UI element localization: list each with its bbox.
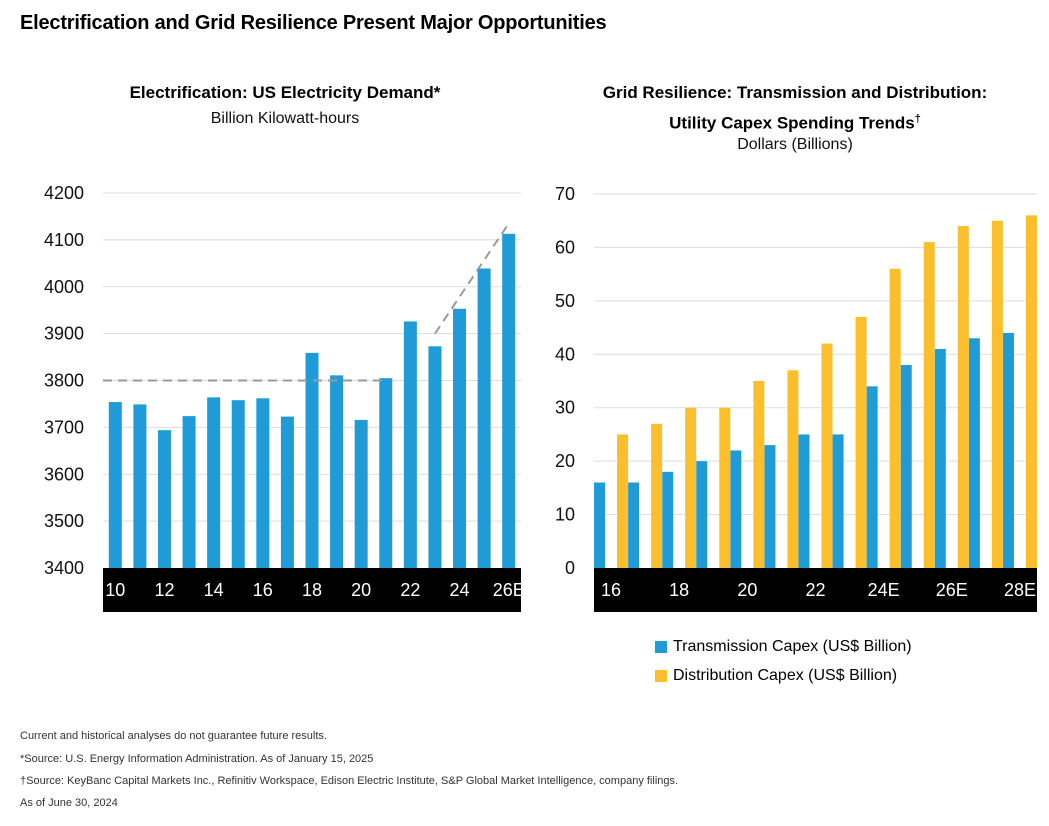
left-bar-23: [428, 346, 442, 568]
left-bar-14: [207, 397, 221, 568]
legend-transmission-swatch: [655, 641, 667, 653]
left-bar-13: [182, 416, 196, 568]
left-bar-11: [133, 404, 147, 568]
right-x-tick-label: 28E: [1004, 580, 1036, 600]
right-bar-transmission-24E: [866, 386, 878, 568]
left-x-axis-band: [103, 568, 521, 612]
right-bar-distribution-28E: [1025, 215, 1037, 568]
right-bar-transmission-17: [628, 482, 640, 568]
left-bar-19: [330, 375, 344, 568]
page-title: Electrification and Grid Resilience Pres…: [20, 12, 607, 34]
left-x-tick-label: 16: [253, 580, 273, 600]
right-bar-transmission-21: [764, 445, 776, 568]
legend-transmission-label: Transmission Capex (US$ Billion): [673, 638, 912, 655]
right-bar-distribution-19: [719, 407, 731, 568]
left-x-tick-label: 26E: [493, 580, 525, 600]
right-bar-distribution-25E: [923, 242, 935, 569]
right-bar-distribution-26E: [957, 226, 969, 569]
left-x-tick-label: 14: [204, 580, 224, 600]
right-x-tick-label: 24E: [868, 580, 900, 600]
left-trendline: [434, 222, 510, 335]
left-y-tick-label: 3700: [44, 417, 84, 437]
left-bar-17: [280, 416, 294, 568]
left-y-tick-label: 3900: [44, 324, 84, 344]
right-y-tick-label: 70: [555, 184, 575, 204]
left-x-tick-label: 18: [302, 580, 322, 600]
footnote-source-1: *Source: U.S. Energy Information Adminis…: [20, 753, 374, 765]
right-y-tick-label: 20: [555, 451, 575, 471]
left-y-tick-label: 4100: [44, 230, 84, 250]
right-x-tick-label: 20: [737, 580, 757, 600]
left-bar-12: [157, 430, 171, 568]
right-bar-distribution-21: [787, 370, 799, 568]
right-y-tick-label: 10: [555, 505, 575, 525]
legend-distribution-label: Distribution Capex (US$ Billion): [673, 667, 898, 684]
right-bar-distribution-24E: [889, 268, 901, 568]
legend-distribution: Distribution Capex (US$ Billion): [655, 667, 897, 685]
right-bar-transmission-16: [594, 482, 606, 568]
left-bar-10: [108, 402, 122, 568]
left-y-tick-label: 4200: [44, 183, 84, 203]
left-bar-26E: [502, 233, 516, 568]
left-y-tick-label: 3600: [44, 464, 84, 484]
right-bar-distribution-20: [753, 381, 765, 568]
footnote-source-2: †Source: KeyBanc Capital Markets Inc., R…: [20, 775, 679, 787]
left-bar-15: [231, 400, 245, 568]
right-bar-transmission-22: [798, 434, 810, 568]
footnote-disclaimer: Current and historical analyses do not g…: [20, 730, 327, 742]
right-x-axis-band: [594, 568, 1037, 612]
right-y-tick-label: 30: [555, 398, 575, 418]
left-x-tick-label: 12: [154, 580, 174, 600]
left-y-tick-label: 3800: [44, 371, 84, 391]
left-x-tick-label: 10: [105, 580, 125, 600]
left-y-tick-label: 3400: [44, 558, 84, 578]
right-bar-distribution-22: [821, 343, 833, 568]
left-x-tick-label: 22: [400, 580, 420, 600]
right-x-tick-label: 16: [601, 580, 621, 600]
left-bar-20: [354, 419, 368, 568]
right-bar-transmission-23: [832, 434, 844, 568]
footnote-as-of: As of June 30, 2024: [20, 797, 118, 809]
left-bar-24: [453, 308, 467, 568]
left-bar-18: [305, 352, 319, 568]
left-y-tick-label: 3500: [44, 511, 84, 531]
left-bar-21: [379, 378, 393, 568]
right-bar-transmission-19: [696, 461, 708, 568]
left-x-tick-label: 20: [351, 580, 371, 600]
left-bar-25: [477, 268, 491, 568]
left-bar-16: [256, 398, 270, 568]
right-y-tick-label: 0: [565, 558, 575, 578]
left-chart-title: Electrification: US Electricity Demand*: [129, 83, 441, 102]
right-bar-distribution-23: [855, 316, 867, 568]
right-y-tick-label: 60: [555, 237, 575, 257]
right-bar-transmission-18: [662, 471, 674, 568]
right-bar-transmission-20: [730, 450, 742, 568]
right-bar-transmission-28E: [1002, 332, 1014, 568]
left-x-tick-label: 24: [450, 580, 470, 600]
right-chart-title-line2: Utility Capex Spending Trends†: [560, 106, 1030, 137]
right-y-tick-label: 40: [555, 344, 575, 364]
right-bar-transmission-27E: [968, 338, 980, 568]
right-x-tick-label: 26E: [936, 580, 968, 600]
right-chart-title-mark: †: [914, 113, 921, 125]
left-y-tick-label: 4000: [44, 277, 84, 297]
right-bar-distribution-16: [617, 434, 629, 568]
right-chart-subtitle: Dollars (Billions): [737, 136, 853, 153]
right-bar-distribution-17: [651, 423, 663, 568]
legend-distribution-swatch: [655, 670, 667, 682]
right-x-tick-label: 22: [805, 580, 825, 600]
right-bar-transmission-25E: [900, 364, 912, 568]
left-bar-22: [403, 321, 417, 568]
right-bar-transmission-26E: [934, 348, 946, 568]
right-bar-distribution-27E: [991, 220, 1003, 568]
right-y-tick-label: 50: [555, 291, 575, 311]
legend-transmission: Transmission Capex (US$ Billion): [655, 638, 912, 656]
right-bar-distribution-18: [685, 407, 697, 568]
right-x-tick-label: 18: [669, 580, 689, 600]
right-chart-title-text: Utility Capex Spending Trends: [669, 113, 915, 133]
left-chart-subtitle: Billion Kilowatt-hours: [210, 110, 360, 127]
right-chart-title-line1: Grid Resilience: Transmission and Distri…: [602, 83, 988, 102]
